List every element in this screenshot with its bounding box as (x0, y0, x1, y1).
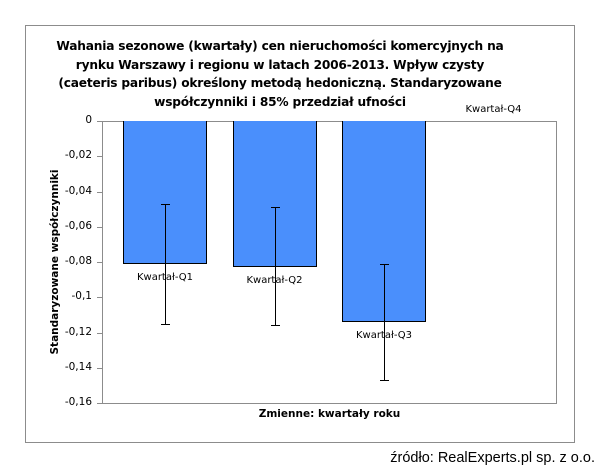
y-tick-label: -0,06 (64, 220, 92, 232)
error-bar-cap (380, 380, 389, 382)
source-caption: źródło: RealExperts.pl sp. z o.o. (390, 450, 595, 466)
y-tick-label: -0,14 (64, 361, 92, 373)
error-bar-cap (161, 203, 170, 205)
x-axis-title: Zmienne: kwartały roku (258, 408, 401, 420)
y-tick-label: -0,1 (71, 290, 93, 302)
y-tick (97, 192, 103, 193)
y-tick-label: 0 (85, 114, 92, 126)
y-tick (97, 262, 103, 263)
error-bar-cap (161, 323, 170, 325)
title-line-3: (caeteris paribus) określony metodą hedo… (58, 76, 502, 90)
category-label: Kwartał-Q4 (465, 104, 522, 115)
error-bar (384, 263, 385, 381)
y-tick (97, 403, 103, 404)
y-tick (97, 121, 103, 122)
bar (232, 121, 317, 268)
y-tick-label: -0,16 (64, 396, 92, 408)
y-tick-label: -0,02 (64, 149, 92, 161)
y-tick (97, 297, 103, 298)
title-line-4: współczynniki i 85% przedział ufności (154, 94, 406, 109)
category-label: Kwartał-Q2 (246, 275, 303, 287)
y-tick (97, 333, 103, 334)
title-line-2: rynku Warszawy i regionu w latach 2006-2… (75, 57, 485, 72)
chart-title: Wahania sezonowe (kwartały) cen nierucho… (40, 37, 520, 111)
error-bar-cap (271, 207, 280, 209)
category-label: Kwartał-Q1 (136, 271, 194, 283)
error-bar-cap (380, 263, 389, 265)
error-bar (275, 207, 276, 326)
y-tick (97, 227, 103, 228)
error-bar (165, 203, 166, 324)
y-tick-label: -0,04 (64, 185, 92, 197)
y-tick (97, 368, 103, 369)
title-line-1: Wahania sezonowe (kwartały) cen nierucho… (56, 39, 504, 53)
y-tick-label: -0,12 (64, 326, 92, 338)
category-label: Kwartał-Q3 (355, 329, 413, 341)
y-tick (97, 156, 103, 157)
y-tick-label: -0,08 (64, 255, 92, 267)
y-axis-title: Standaryzowane współczynniki (49, 169, 61, 355)
error-bar-cap (271, 325, 280, 327)
